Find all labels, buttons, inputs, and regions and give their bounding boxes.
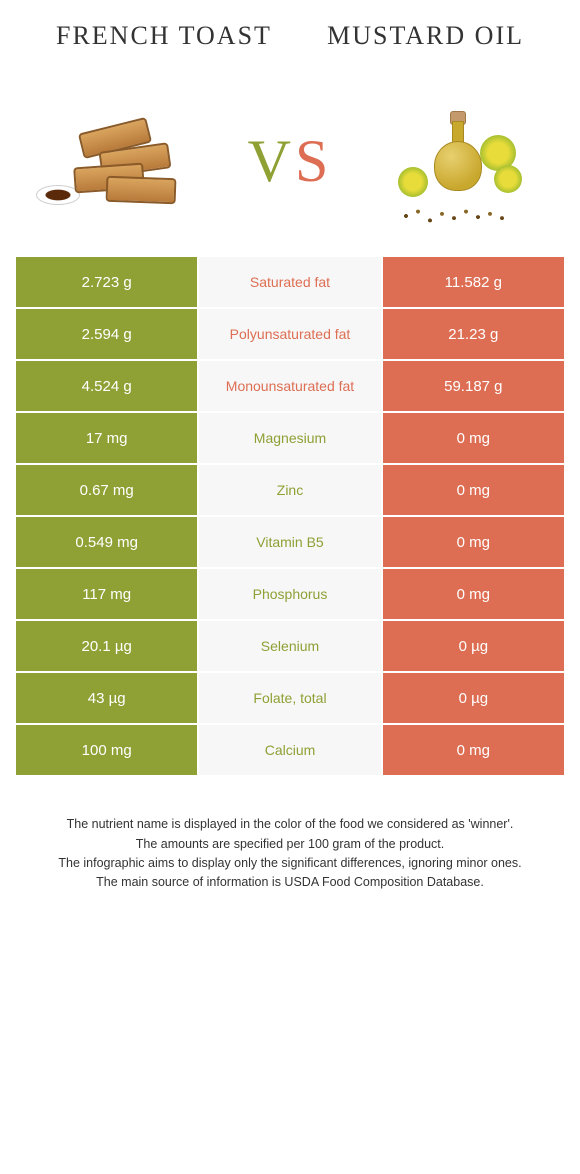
right-value-cell: 11.582 g bbox=[383, 257, 564, 307]
left-value-cell: 4.524 g bbox=[16, 361, 197, 411]
left-value-cell: 20.1 µg bbox=[16, 621, 197, 671]
left-value-cell: 2.723 g bbox=[16, 257, 197, 307]
nutrient-row: 20.1 µgSelenium0 µg bbox=[16, 621, 564, 671]
mustard-flower-icon bbox=[494, 165, 522, 193]
left-value-cell: 17 mg bbox=[16, 413, 197, 463]
left-value-cell: 43 µg bbox=[16, 673, 197, 723]
right-value-cell: 0 mg bbox=[383, 413, 564, 463]
right-value-cell: 59.187 g bbox=[383, 361, 564, 411]
footer-notes: The nutrient name is displayed in the co… bbox=[16, 815, 564, 893]
right-food-illustration bbox=[384, 91, 544, 231]
nutrient-row: 0.549 mgVitamin B50 mg bbox=[16, 517, 564, 567]
right-value-cell: 21.23 g bbox=[383, 309, 564, 359]
footer-line: The infographic aims to display only the… bbox=[44, 854, 536, 873]
right-value-cell: 0 µg bbox=[383, 673, 564, 723]
nutrient-label-cell: Vitamin B5 bbox=[199, 517, 380, 567]
oil-bottle-icon bbox=[434, 111, 482, 191]
left-value-cell: 0.549 mg bbox=[16, 517, 197, 567]
nutrient-label-cell: Monounsaturated fat bbox=[199, 361, 380, 411]
nutrient-table: 2.723 gSaturated fat11.582 g2.594 gPolyu… bbox=[16, 257, 564, 775]
left-value-cell: 117 mg bbox=[16, 569, 197, 619]
nutrient-label-cell: Phosphorus bbox=[199, 569, 380, 619]
right-food-title: MUSTARD OIL bbox=[327, 20, 524, 51]
vs-s: S bbox=[295, 128, 332, 194]
right-value-cell: 0 mg bbox=[383, 465, 564, 515]
nutrient-row: 43 µgFolate, total0 µg bbox=[16, 673, 564, 723]
left-value-cell: 2.594 g bbox=[16, 309, 197, 359]
right-value-cell: 0 mg bbox=[383, 517, 564, 567]
nutrient-label-cell: Polyunsaturated fat bbox=[199, 309, 380, 359]
left-food-title: FRENCH TOAST bbox=[56, 20, 272, 51]
vs-label: VS bbox=[248, 127, 333, 196]
mustard-seeds-icon bbox=[394, 205, 514, 227]
nutrient-label-cell: Zinc bbox=[199, 465, 380, 515]
syrup-bowl-icon bbox=[36, 185, 80, 205]
nutrient-row: 4.524 gMonounsaturated fat59.187 g bbox=[16, 361, 564, 411]
right-value-cell: 0 µg bbox=[383, 621, 564, 671]
right-value-cell: 0 mg bbox=[383, 725, 564, 775]
right-value-cell: 0 mg bbox=[383, 569, 564, 619]
footer-line: The nutrient name is displayed in the co… bbox=[44, 815, 536, 834]
nutrient-label-cell: Selenium bbox=[199, 621, 380, 671]
footer-line: The main source of information is USDA F… bbox=[44, 873, 536, 892]
hero-row: VS bbox=[16, 81, 564, 241]
nutrient-row: 0.67 mgZinc0 mg bbox=[16, 465, 564, 515]
nutrient-row: 17 mgMagnesium0 mg bbox=[16, 413, 564, 463]
header: FRENCH TOAST MUSTARD OIL bbox=[16, 20, 564, 51]
nutrient-label-cell: Calcium bbox=[199, 725, 380, 775]
infographic-container: FRENCH TOAST MUSTARD OIL VS 2.723 gSatur… bbox=[0, 0, 580, 913]
footer-line: The amounts are specified per 100 gram o… bbox=[44, 835, 536, 854]
toast-stick-icon bbox=[106, 176, 177, 204]
nutrient-row: 100 mgCalcium0 mg bbox=[16, 725, 564, 775]
nutrient-label-cell: Folate, total bbox=[199, 673, 380, 723]
left-food-illustration bbox=[36, 91, 196, 231]
nutrient-row: 2.594 gPolyunsaturated fat21.23 g bbox=[16, 309, 564, 359]
bottle-body-icon bbox=[434, 141, 482, 191]
nutrient-row: 2.723 gSaturated fat11.582 g bbox=[16, 257, 564, 307]
nutrient-label-cell: Magnesium bbox=[199, 413, 380, 463]
vs-v: V bbox=[248, 128, 295, 194]
left-value-cell: 0.67 mg bbox=[16, 465, 197, 515]
left-value-cell: 100 mg bbox=[16, 725, 197, 775]
nutrient-row: 117 mgPhosphorus0 mg bbox=[16, 569, 564, 619]
nutrient-label-cell: Saturated fat bbox=[199, 257, 380, 307]
mustard-flower-icon bbox=[398, 167, 428, 197]
